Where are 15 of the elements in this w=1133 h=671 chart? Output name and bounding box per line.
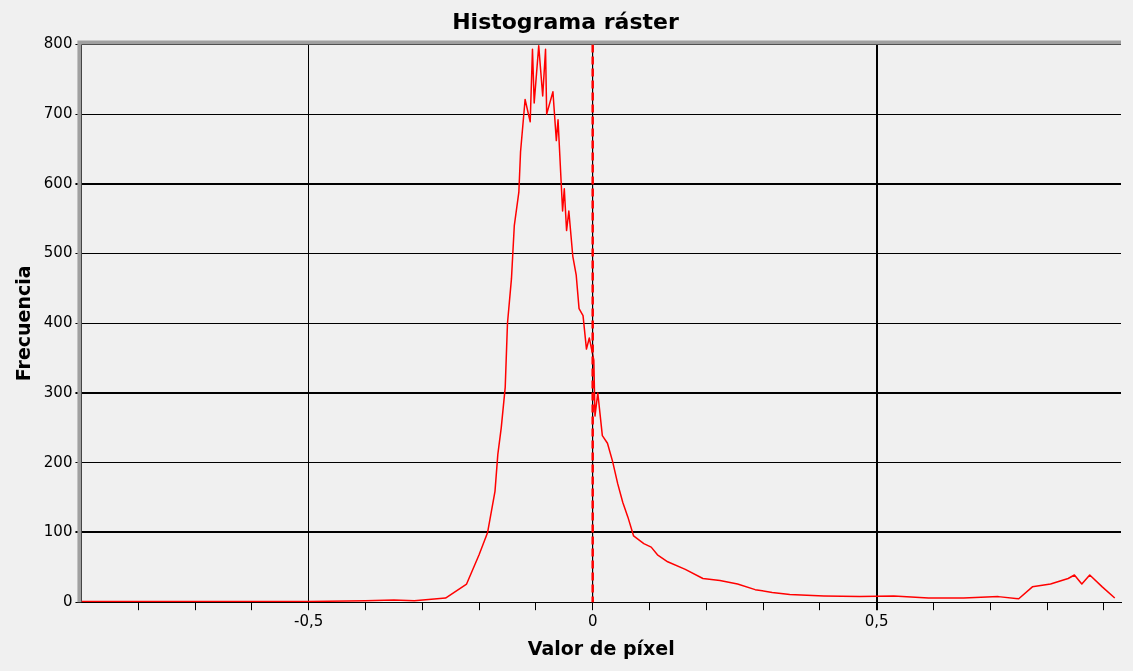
y-tick-label: 700 (43, 104, 73, 123)
y-tick-label: 600 (43, 173, 73, 192)
y-tick-label: 400 (43, 313, 73, 332)
y-tick-label: 300 (43, 382, 73, 401)
x-tick-label: 0 (587, 612, 598, 631)
y-tick-label: 100 (43, 522, 73, 541)
y-tick-label: 500 (43, 243, 73, 262)
chart-title: Histograma ráster (452, 8, 679, 34)
x-axis-title: Valor de píxel (527, 636, 675, 659)
y-axis-title: Frecuencia (12, 265, 35, 382)
y-tick-label: 800 (43, 34, 73, 53)
x-tick-label: -0,5 (294, 612, 324, 631)
x-tick-label: 0,5 (864, 612, 889, 631)
y-tick-label: 200 (43, 452, 73, 471)
y-tick-label: 0 (62, 592, 73, 611)
